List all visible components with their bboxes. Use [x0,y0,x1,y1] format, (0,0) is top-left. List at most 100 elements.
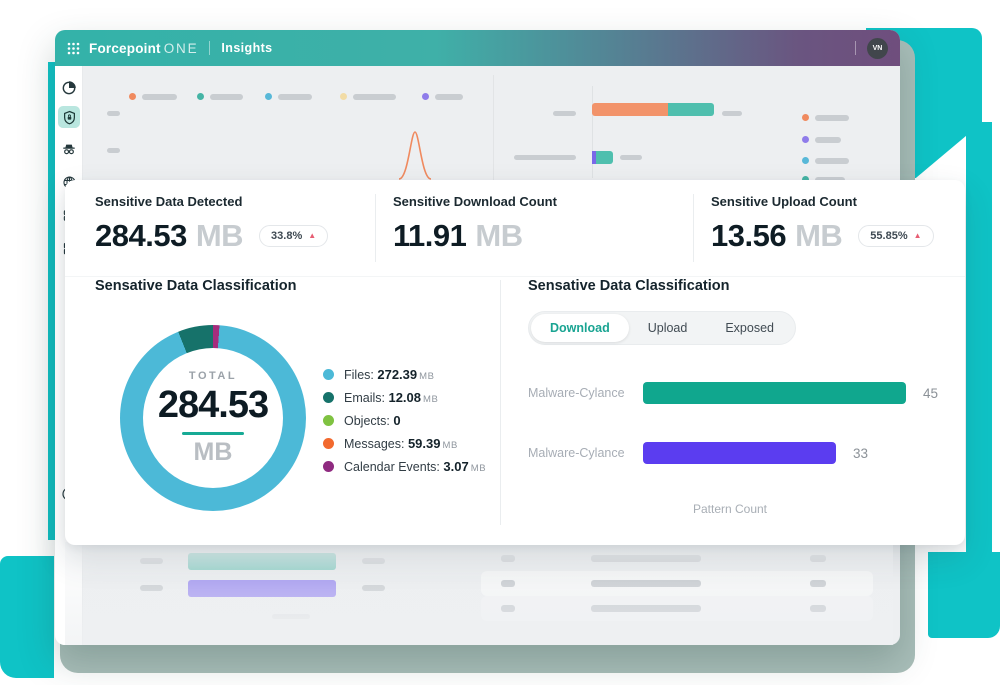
stat-unit: MB [195,218,244,253]
skeleton-section-divider [493,75,494,205]
stat-title: Sensitive Upload Count [711,194,857,209]
bar-value: 45 [923,385,939,401]
app-name: Insights [221,41,273,55]
legend-dot [323,414,334,426]
decor-teal-right-column [966,122,992,590]
tab-download[interactable]: Download [531,314,629,342]
brand-logo: Forcepoint ONE [89,40,199,56]
incognito-icon [63,144,75,155]
stat-sensitive-upload-count: Sensitive Upload Count 13.56 MB 55.85% ▲ [693,194,965,262]
legend-item-calendar-events: Calendar Events: 3.07 MB [323,459,486,474]
donut-center: TOTAL 284.53 MB [143,348,283,488]
skeleton-legend-item [802,136,841,143]
skeleton-dash [435,93,463,100]
skeleton-axis-dash [107,148,120,153]
skeleton-legend-item [197,93,243,100]
app-grid-icon[interactable] [67,42,80,55]
legend-dot [802,176,809,183]
bar-segment [596,151,613,164]
sidebar-item-private-access[interactable] [58,138,80,160]
donut-total-value: 284.53 [157,383,269,426]
legend-dot [340,93,347,100]
bar-segment [592,151,596,164]
skeleton-dash [815,114,849,121]
sidebar-item-data-protection[interactable] [58,106,80,128]
legend-dot [323,391,334,403]
bar-value: 33 [853,445,869,461]
avatar-divider [855,41,856,55]
skeleton-dash [362,585,385,591]
bar-segment [668,103,714,116]
bar-row: Malware-Cylance 45 [528,382,965,404]
legend-dot [422,93,429,100]
trend-up-icon: ▲ [308,231,317,240]
decor-teal-bottom-left [0,556,54,678]
bar [643,382,906,404]
stat-unit: MB [475,218,523,253]
legend-item-files: Files: 272.39 MB [323,367,486,382]
stat-unit: MB [795,218,843,253]
stat-value: 284.53 [95,218,187,253]
skeleton-legend-item [422,93,463,100]
skeleton-dash [815,136,841,143]
bar [643,442,836,464]
skeleton-bar-axis [592,86,593,178]
trend-badge: 33.8% ▲ [259,225,329,247]
skeleton-dash [140,585,163,591]
insights-card: Sensitive Data Detected 284.53 MB 33.8% ▲… [65,180,965,545]
legend-dot [802,157,809,164]
skeleton-stacked-bar [592,103,714,116]
card-divider [65,276,965,277]
skeleton-dash [620,155,642,160]
donut-section-title: Sensative Data Classification [95,278,297,294]
skeleton-bar [188,553,336,570]
skeleton-table-row [481,546,873,571]
card-vertical-divider [500,280,501,525]
skeleton-dash [553,111,576,116]
skeleton-stacked-bar [592,151,613,164]
top-bar: Forcepoint ONE Insights VN [55,30,900,66]
avatar[interactable]: VN [867,37,888,59]
x-axis-label: Pattern Count [692,502,768,516]
skeleton-dash [278,93,312,100]
skeleton-dash [272,614,310,619]
skeleton-legend-item [265,93,312,100]
donut-legend: Files: 272.39 MB Emails: 12.08 MB Objects:… [323,367,486,483]
topbar-divider [209,41,211,55]
skeleton-dash [353,93,396,100]
pie-chart-icon [62,81,76,95]
legend-dot [265,93,272,100]
skeleton-bar [188,580,336,597]
skeleton-dash [815,157,849,164]
skeleton-table-row [481,596,873,621]
skeleton-legend-item [802,176,845,183]
skeleton-legend-item [129,93,177,100]
skeleton-dash [722,111,742,116]
stats-row: Sensitive Data Detected 284.53 MB 33.8% ▲… [65,194,965,262]
donut-chart: TOTAL 284.53 MB [120,325,306,511]
legend-item-emails: Emails: 12.08 MB [323,390,486,405]
legend-item-objects: Objects: 0 [323,413,486,428]
decor-teal-left-strip [48,62,55,540]
tab-group: Download Upload Exposed [528,311,796,345]
legend-item-messages: Messages: 59.39 MB [323,436,486,451]
stat-title: Sensitive Data Detected [95,194,243,209]
donut-ring [120,325,306,511]
shield-lock-icon [63,110,75,124]
sidebar-item-analytics[interactable] [58,77,80,99]
legend-dot [197,93,204,100]
stat-value: 13.56 [711,218,787,253]
bar-label: Malware-Cylance [528,446,625,460]
skeleton-legend-item [802,114,849,121]
bars-section: Sensative Data Classification Download U… [528,278,965,516]
skeleton-dash [362,558,385,564]
legend-dot [802,136,809,143]
legend-dot [323,437,334,449]
stat-sensitive-data-detected: Sensitive Data Detected 284.53 MB 33.8% ▲ [65,194,375,262]
tab-exposed[interactable]: Exposed [725,321,774,335]
stat-title: Sensitive Download Count [393,194,557,209]
stat-value: 11.91 [393,218,467,253]
skeleton-legend-item [802,157,849,164]
tab-upload[interactable]: Upload [647,321,688,335]
